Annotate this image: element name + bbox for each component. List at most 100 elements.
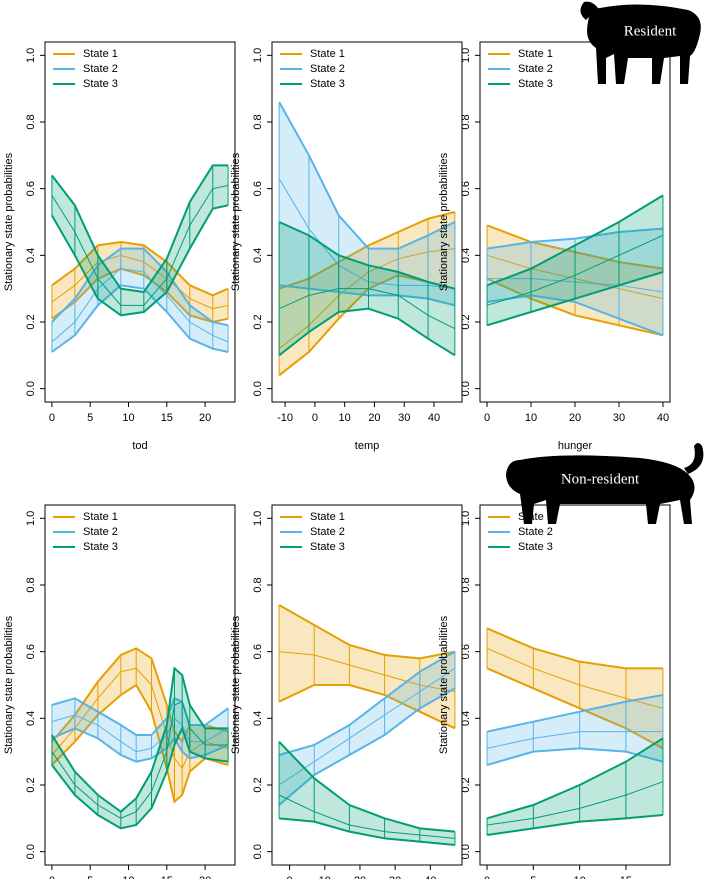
x-tick-label: 40 [657,412,669,424]
x-axis-label: temp [355,440,379,452]
y-tick-label: 0.8 [460,114,472,129]
legend-label: State 1 [83,511,118,523]
plot-area [486,627,664,836]
x-tick-label: 5 [87,875,93,879]
band-fill [279,741,455,845]
y-tick-label: 0.8 [252,114,264,129]
band-edge [51,727,229,763]
line-series [486,234,664,306]
y-tick-label: 0.6 [460,181,472,196]
x-tick-label: -10 [277,412,293,424]
x-tick-label: 30 [398,412,410,424]
y-tick-label: 0.6 [252,644,264,659]
band-edge [51,247,229,327]
x-tick-label: 10 [319,875,331,879]
y-tick-label: 0.2 [252,777,264,792]
band-edge [51,725,229,830]
band-edge [486,694,664,733]
y-tick-label: 1.0 [252,48,264,63]
x-tick-label: 30 [389,875,401,879]
band-edge [51,164,229,294]
band-edge [51,683,229,804]
y-tick-label: 0.6 [252,181,264,196]
band-edge [486,667,664,750]
legend-label: State 2 [310,63,345,75]
plot-area [51,647,229,830]
silhouette-resident: Resident [580,1,701,85]
y-tick-label: 0.2 [460,777,472,792]
y-tick-label: 0.0 [25,844,37,859]
band-edge [486,277,664,337]
x-tick-label: 15 [161,412,173,424]
y-tick-label: 0.8 [252,577,264,592]
band-edge [278,684,456,730]
y-axis-label: Stationary state probabilities [230,615,242,754]
x-tick-label: 10 [574,875,586,879]
line-series [278,794,456,839]
y-tick-label: 1.0 [25,48,37,63]
x-tick-label: 20 [354,875,366,879]
y-tick-label: 0.4 [252,711,264,726]
annotation: Resident [624,23,677,39]
x-tick-label: 0 [49,875,55,879]
line-series [278,667,456,786]
band-edge [278,221,456,290]
y-tick-label: 0.2 [25,777,37,792]
y-tick-label: 0.6 [25,644,37,659]
plot-frame [271,504,463,866]
band-fill [487,628,663,749]
legend-label: State 1 [310,48,345,60]
y-axis-label: Stationary state probabilities [230,152,242,291]
y-axis-label: Stationary state probabilities [3,615,15,754]
line-series [51,714,229,753]
legend-label: State 1 [310,511,345,523]
plot-frame [44,41,236,403]
plot-area [278,101,456,377]
x-tick-label: 20 [199,412,211,424]
band-edge [51,284,229,353]
x-tick-label: 5 [87,412,93,424]
x-tick-label: 10 [339,412,351,424]
cat-head [580,1,598,20]
band-edge [278,101,456,250]
annotation: Non-resident [561,471,640,487]
plot-area [51,164,229,353]
cat-shape [587,4,701,85]
y-tick-label: 0.2 [25,314,37,329]
legend-label: State 2 [518,63,553,75]
line-series [486,647,664,709]
cat-shape [506,455,695,524]
panel: 0.00.20.40.60.81.005101520todStationary … [3,504,236,879]
y-tick-label: 0.6 [25,181,37,196]
y-tick-label: 0.0 [25,381,37,396]
x-tick-label: 40 [428,412,440,424]
y-tick-label: 0.4 [252,248,264,263]
x-tick-label: 15 [620,875,632,879]
line-series [51,667,229,770]
line-series [486,781,664,826]
legend-label: State 2 [83,63,118,75]
panel: 0.00.20.40.60.81.0010203040tempStationar… [230,504,463,879]
band-edge [51,240,229,297]
plot-frame [44,504,236,866]
line-series [51,184,229,306]
y-tick-label: 0.6 [460,644,472,659]
band-edge [278,604,456,660]
band-edge [278,817,456,846]
y-tick-label: 0.0 [252,844,264,859]
y-axis-label: Stationary state probabilities [438,615,450,754]
y-tick-label: 0.8 [460,577,472,592]
plot-frame [479,41,671,403]
panel: 0.0 0.2 0.4 0.6 0.8 1.0 0 10 20 30 40 hunger Station… [438,41,671,452]
x-axis-label: hunger [558,440,593,452]
y-tick-label: 0.8 [25,114,37,129]
x-tick-label: 20 [569,412,581,424]
line-series [278,651,456,693]
y-tick-label: 0.4 [460,711,472,726]
band-edge [51,696,229,736]
legend-label: State 3 [83,541,118,553]
y-tick-label: 0.4 [25,711,37,726]
band-edge [486,227,664,250]
